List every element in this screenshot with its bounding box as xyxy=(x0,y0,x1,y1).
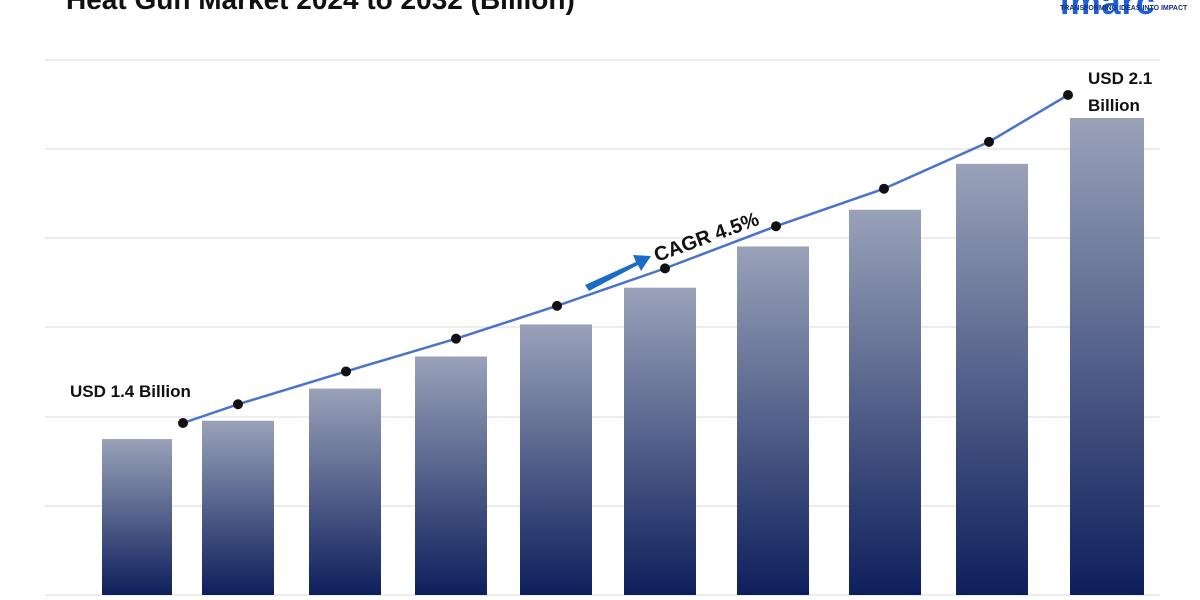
cagr-arrow-shape xyxy=(585,255,651,291)
bar xyxy=(202,420,274,595)
trend-point xyxy=(451,333,461,344)
end-value-label-line1: USD 2.1 xyxy=(1088,69,1152,88)
bar xyxy=(520,324,592,595)
logo-wordmark: imarc xyxy=(1060,0,1156,22)
trend-line-layer xyxy=(178,90,1073,428)
logo-tagline: TRANSFORMING IDEAS INTO IMPACT xyxy=(1060,5,1188,12)
trend-line xyxy=(182,93,1069,425)
bar xyxy=(102,439,172,595)
bar xyxy=(956,163,1028,595)
bar xyxy=(737,246,809,595)
bar xyxy=(624,287,696,595)
bar xyxy=(1070,118,1144,595)
trend-point xyxy=(552,300,562,311)
bar xyxy=(849,209,921,595)
bar xyxy=(415,356,487,595)
bars xyxy=(102,118,1144,595)
trend-point xyxy=(1063,90,1073,100)
bar xyxy=(309,388,381,595)
chart-title: Heat Gun Market 2024 to 2032 (Billion) xyxy=(66,0,575,16)
start-value-label: USD 1.4 Billion xyxy=(70,382,191,401)
trend-point xyxy=(341,366,351,377)
end-value-label-line2: Billion xyxy=(1088,96,1140,115)
trend-point xyxy=(771,221,781,232)
imarc-logo: imarc TRANSFORMING IDEAS INTO IMPACT xyxy=(1052,0,1200,26)
trend-point xyxy=(879,183,889,194)
trend-point xyxy=(660,263,670,274)
trend-point xyxy=(233,399,243,410)
cagr-arrow xyxy=(585,255,651,291)
trend-point xyxy=(984,136,994,147)
trend-point xyxy=(178,418,188,428)
